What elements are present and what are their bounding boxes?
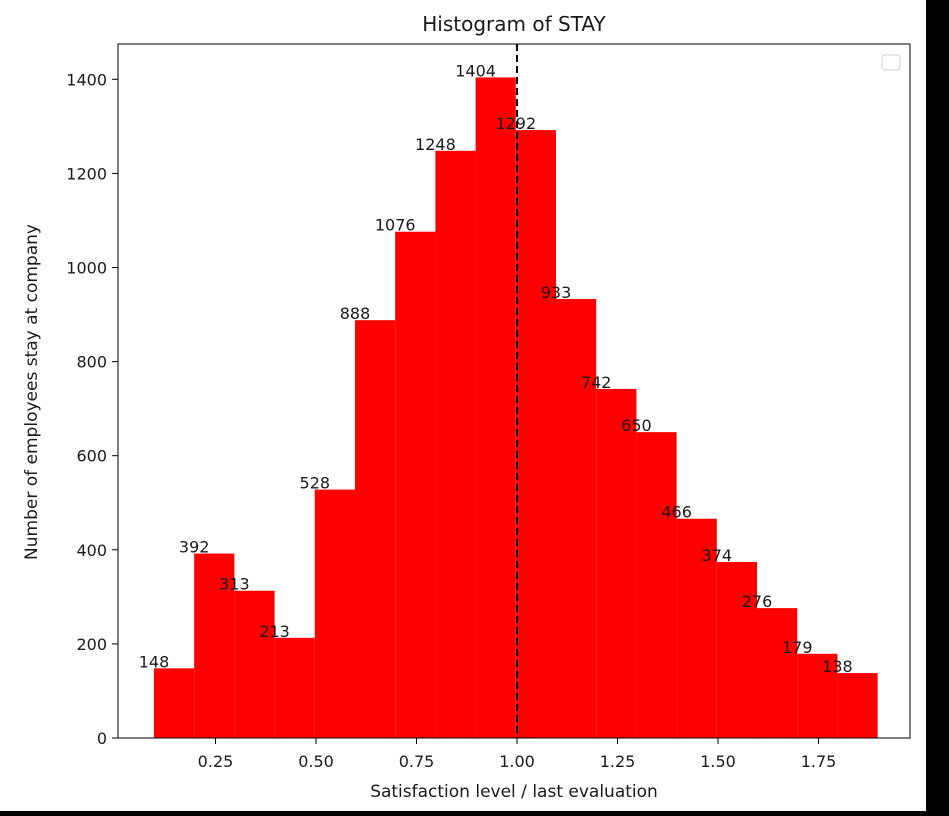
y-tick-label: 400: [76, 541, 107, 560]
bar-value-label: 313: [219, 575, 250, 594]
y-tick-label: 600: [76, 447, 107, 466]
histogram-bar: [234, 590, 275, 738]
histogram-bar: [837, 673, 878, 738]
y-tick-label: 800: [76, 353, 107, 372]
bar-value-label: 276: [742, 592, 773, 611]
bar-value-label: 1248: [415, 135, 456, 154]
bar-labels-group: 148 392 313 213 528 888 1076 1248 1404 1292 933 742…: [139, 61, 853, 676]
y-tick-label: 1400: [66, 70, 107, 89]
legend-box: [881, 54, 901, 71]
chart-canvas: Histogram of STAY 148 392 313 213 528 888 1076…: [0, 0, 926, 811]
histogram-bar: [395, 231, 436, 738]
histogram-bar: [274, 637, 315, 738]
x-tick-label: 0.75: [399, 752, 435, 771]
chart-title: Histogram of STAY: [422, 12, 606, 36]
histogram-chart: Histogram of STAY 148 392 313 213 528 888 1076…: [22, 12, 911, 802]
bar-value-label: 179: [782, 638, 813, 657]
histogram-bar: [475, 77, 516, 738]
x-tick-label: 1.00: [499, 752, 535, 771]
plot-frame: [117, 43, 911, 739]
bar-value-label: 374: [702, 546, 733, 565]
bar-value-label: 392: [179, 538, 210, 557]
bar-value-label: 1404: [455, 61, 496, 80]
y-tick-label: 200: [76, 635, 107, 654]
histogram-bar: [354, 320, 396, 738]
histogram-bar: [757, 608, 798, 738]
x-tick-label: 1.75: [801, 752, 837, 771]
histogram-bar: [636, 432, 677, 738]
histogram-bar: [515, 130, 557, 739]
x-axis-label: Satisfaction level / last evaluation: [370, 782, 658, 802]
bar-value-label: 742: [581, 373, 612, 392]
y-axis-ticks: 0 200 400 600 800 1000 1200 1400: [66, 70, 118, 748]
bar-value-label: 1292: [495, 114, 536, 133]
bars-group: [153, 77, 878, 739]
bar-value-label: 528: [300, 474, 331, 493]
histogram-bar: [797, 653, 838, 738]
histogram-bar: [435, 150, 476, 738]
x-tick-label: 1.25: [600, 752, 636, 771]
bar-value-label: 138: [822, 657, 853, 676]
bar-value-label: 650: [621, 416, 652, 435]
bar-value-label: 213: [259, 622, 290, 641]
bar-value-label: 1076: [375, 216, 416, 235]
histogram-bar: [194, 553, 235, 738]
bar-value-label: 148: [139, 652, 170, 671]
x-tick-label: 1.50: [700, 752, 736, 771]
y-tick-label: 1000: [66, 258, 107, 277]
x-tick-label: 0.50: [298, 752, 334, 771]
histogram-bar: [153, 668, 195, 738]
histogram-bar: [314, 489, 355, 738]
histogram-bar: [676, 518, 717, 738]
x-tick-label: 0.25: [198, 752, 234, 771]
bar-value-label: 466: [661, 503, 692, 522]
bar-value-label: 888: [340, 304, 371, 323]
y-tick-label: 1200: [66, 164, 107, 183]
histogram-bar: [596, 388, 637, 738]
histogram-bar: [556, 299, 597, 738]
x-axis-ticks: 0.25 0.50 0.75 1.00 1.25 1.50 1.75: [198, 738, 837, 771]
histogram-bar: [716, 562, 758, 738]
bar-value-label: 933: [541, 283, 572, 302]
y-axis-label: Number of employees stay at company: [22, 224, 42, 560]
y-tick-label: 0: [97, 729, 107, 748]
